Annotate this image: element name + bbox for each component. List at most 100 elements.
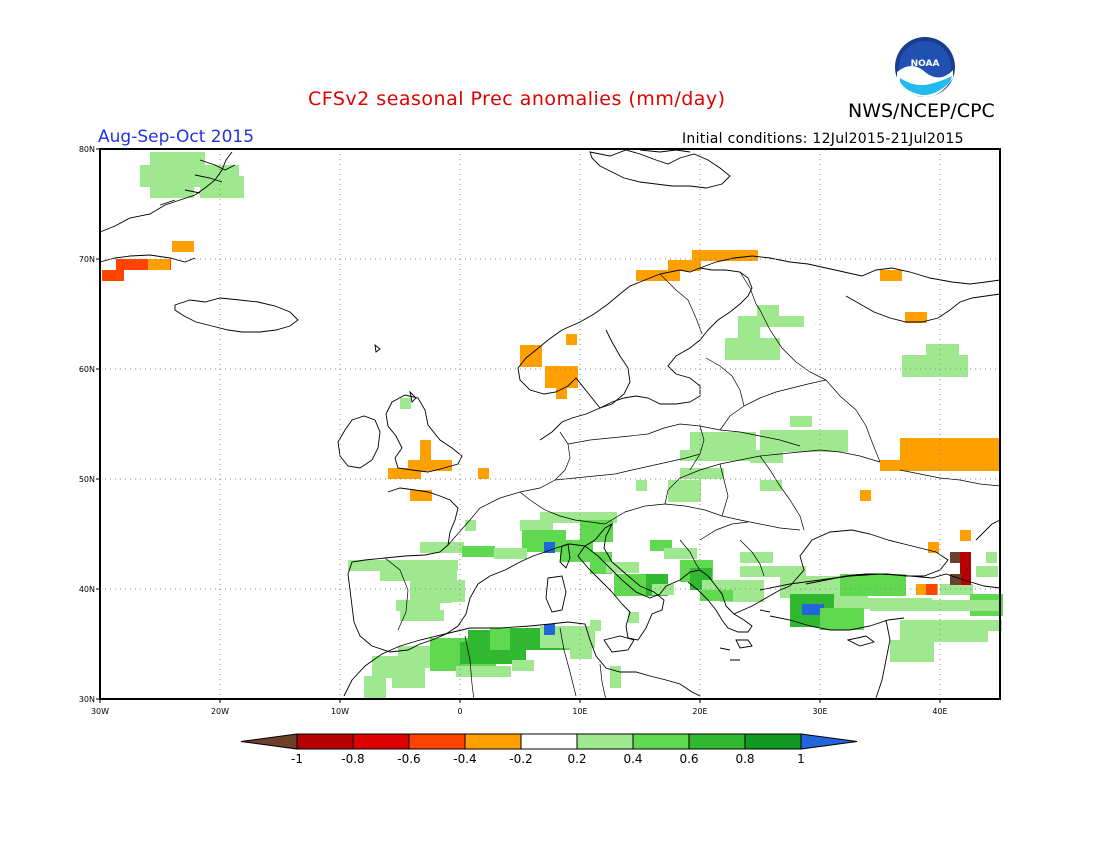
colorbar-label: 0.4 [623, 752, 642, 766]
anomaly-cell [940, 584, 973, 595]
anomaly-cell [880, 460, 902, 471]
anomaly-cell [936, 620, 1002, 631]
lon-tick-label: 20W [211, 707, 229, 716]
colorbar-segment [632, 733, 690, 750]
anomaly-cell [520, 345, 542, 367]
anomaly-cell [900, 438, 999, 471]
map-title: CFSv2 seasonal Prec anomalies (mm/day) [308, 88, 726, 110]
colorbar: -1 -0.8 -0.6 -0.4 -0.2 0.2 0.4 0.6 0.8 1 [240, 733, 858, 766]
anomaly-cell [408, 460, 452, 471]
colorbar-label: 0.8 [735, 752, 754, 766]
anomaly-cell [570, 626, 592, 659]
anomaly-cell [200, 176, 244, 198]
anomaly-cell [926, 584, 937, 595]
anomaly-cell [912, 600, 1000, 611]
anomaly-cell [725, 338, 780, 360]
anomaly-cell [636, 480, 647, 491]
anomaly-cells [102, 152, 1003, 698]
anomaly-cell [545, 366, 578, 388]
colorbar-label: -1 [291, 752, 303, 766]
anomaly-cell [928, 542, 939, 553]
colorbar-label: -0.2 [509, 752, 532, 766]
anomaly-cell [430, 592, 452, 603]
map-frame [99, 148, 1001, 700]
anomaly-cell [566, 334, 577, 345]
anomaly-cell [760, 316, 804, 327]
lat-tick-label: 70N [79, 255, 95, 264]
anomaly-cell [690, 432, 756, 454]
lon-tick-label: 30W [91, 707, 109, 716]
anomaly-cell [544, 542, 555, 553]
anomaly-cell [880, 270, 902, 281]
axis-ticks: 30W 20W 10W 0 10E 20E 30E 40E 30N 40N 50N 60N 70N 80N [79, 145, 948, 716]
organization-label: NWS/NCEP/CPC [848, 100, 995, 122]
colorbar-segment [296, 733, 354, 750]
anomaly-cell [950, 552, 961, 563]
anomaly-cell [800, 598, 932, 609]
anomaly-cell [870, 600, 936, 611]
lat-tick-label: 50N [79, 475, 95, 484]
anomaly-cell [560, 540, 593, 562]
anomaly-cell [610, 666, 621, 688]
colorbar-segment [520, 733, 578, 750]
anomaly-cell [802, 604, 824, 615]
colorbar-label: -0.4 [453, 752, 476, 766]
anomaly-cell [420, 440, 431, 462]
anomaly-cell [680, 450, 768, 461]
lon-tick-label: 30E [812, 707, 827, 716]
anomaly-cell [902, 355, 968, 377]
anomaly-cell [150, 187, 194, 198]
anomaly-cell [680, 468, 724, 479]
anomaly-cell [465, 520, 476, 531]
colorbar-label: -0.6 [397, 752, 420, 766]
anomaly-cell [400, 398, 411, 409]
lon-tick-label: 0 [457, 707, 462, 716]
anomaly-cell [738, 316, 760, 338]
anomaly-cell [668, 480, 701, 502]
anomaly-cell [348, 560, 458, 571]
anomaly-cell [380, 570, 457, 581]
anomaly-cell [860, 490, 871, 501]
anomaly-cell [520, 520, 553, 531]
anomaly-cell [960, 530, 971, 541]
anomaly-cell [540, 512, 617, 523]
colorbar-segment [800, 733, 858, 750]
colorbar-segment [240, 733, 298, 750]
noaa-logo: NOAA [895, 37, 955, 98]
anomaly-cell [590, 620, 601, 631]
colorbar-label: -0.8 [341, 752, 364, 766]
anomaly-cell [556, 388, 567, 399]
anomaly-cell [740, 566, 806, 577]
anomaly-cell [790, 416, 812, 427]
colorbar-segment [464, 733, 522, 750]
anomaly-cell [840, 574, 906, 596]
colorbar-label: 0.2 [567, 752, 586, 766]
anomaly-cell [628, 612, 639, 623]
anomaly-cell [420, 542, 464, 553]
lat-tick-label: 30N [79, 695, 95, 704]
anomaly-cell [410, 490, 432, 501]
anomaly-cell [820, 608, 864, 630]
anomaly-cell [960, 552, 971, 585]
lon-tick-label: 10W [331, 707, 349, 716]
anomaly-cell [976, 566, 998, 577]
anomaly-cell [606, 562, 639, 573]
anomaly-cell [760, 480, 782, 491]
colorbar-label: 1 [797, 752, 805, 766]
lon-tick-label: 10E [572, 707, 587, 716]
lat-tick-label: 40N [79, 585, 95, 594]
anomaly-cell [580, 520, 613, 542]
anomaly-cell [757, 305, 779, 316]
noaa-logo-text: NOAA [911, 59, 940, 69]
anomaly-cell [116, 259, 171, 270]
lon-tick-label: 40E [932, 707, 947, 716]
anomaly-cell [172, 241, 194, 252]
lat-tick-label: 80N [79, 145, 95, 154]
anomaly-cell [650, 540, 672, 551]
colorbar-segment [576, 733, 634, 750]
anomaly-cell [950, 574, 961, 585]
anomaly-cell [668, 260, 701, 271]
anomaly-cell [388, 468, 421, 479]
anomaly-cell [760, 430, 848, 452]
